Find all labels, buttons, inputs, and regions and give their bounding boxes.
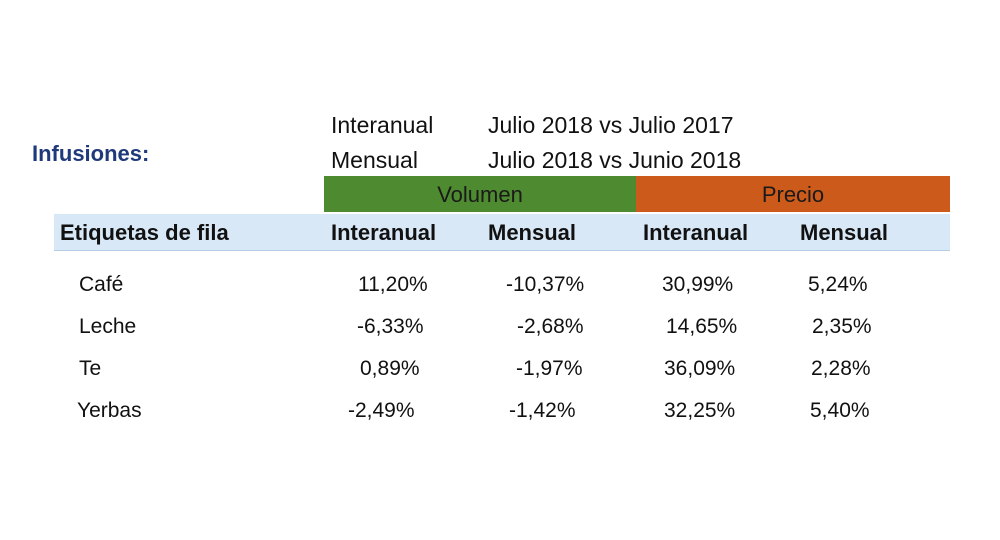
period-label: Mensual [331,147,418,173]
column-header-precio-interanual: Interanual [643,220,749,245]
row-label: Leche [79,315,137,338]
cell-value: 0,89% [360,357,420,380]
period-value: Julio 2018 vs Junio 2018 [488,147,742,173]
cell-value: -10,37% [506,273,585,296]
period-label: Interanual [331,112,434,138]
cell-value: 11,20% [358,273,428,296]
cell-value: -6,33% [357,315,424,338]
column-header-precio-mensual: Mensual [800,220,889,245]
cell-value: -1,42% [509,399,576,422]
cell-value: 5,24% [808,273,868,296]
cell-value: 2,28% [811,357,871,380]
table-header-band [54,214,950,251]
page-title: Infusiones: [32,141,150,166]
column-header-volumen-mensual: Mensual [488,220,577,245]
cell-value: -1,97% [516,357,583,380]
cell-value: -2,49% [348,399,415,422]
group-header-volumen: Volumen [324,176,636,212]
cell-value: 14,65% [666,315,738,338]
row-label: Te [79,357,102,380]
period-value: Julio 2018 vs Julio 2017 [488,112,734,138]
cell-value: -2,68% [517,315,584,338]
cell-value: 32,25% [664,399,736,422]
group-header-precio: Precio [636,176,950,212]
row-label: Café [79,273,124,296]
cell-value: 36,09% [664,357,736,380]
row-header-label: Etiquetas de fila [60,220,229,245]
cell-value: 2,35% [812,315,872,338]
cell-value: 30,99% [662,273,734,296]
row-label: Yerbas [77,399,142,422]
cell-value: 5,40% [810,399,870,422]
column-header-volumen-interanual: Interanual [331,220,437,245]
